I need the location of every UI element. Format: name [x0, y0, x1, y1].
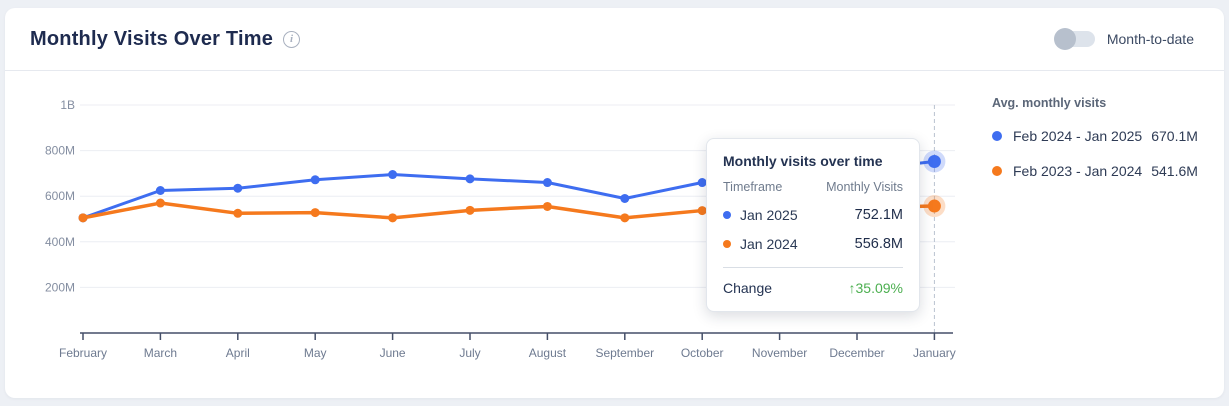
tooltip-change-value: ↑35.09% [848, 280, 903, 296]
x-axis-tick-label: October [681, 346, 724, 360]
data-point[interactable] [310, 208, 320, 218]
legend-item-current-period[interactable]: Feb 2024 - Jan 2025 670.1M [992, 128, 1220, 144]
data-point[interactable] [388, 170, 398, 180]
x-axis-tick-label: July [459, 346, 480, 360]
tooltip-divider [723, 267, 903, 268]
data-point[interactable] [155, 186, 165, 195]
month-to-date-toggle[interactable] [1053, 28, 1095, 50]
x-axis-tick-label: May [304, 346, 327, 360]
orange-series-dot-icon [992, 166, 1002, 176]
tooltip-row-jan-2025: Jan 2025 752.1M [723, 207, 903, 223]
x-axis-tick-label: March [144, 346, 177, 360]
title-group: Monthly Visits Over Time i [30, 27, 301, 51]
visits-line-chart[interactable]: 1B 800M 600M 400M 200M February March April May J… [5, 88, 980, 368]
y-axis-tick-label: 200M [45, 280, 75, 294]
tooltip-row-jan-2024: Jan 2024 556.8M [723, 236, 903, 252]
monthly-visits-card: Monthly Visits Over Time i Month-to-date… [5, 8, 1224, 398]
legend-item-previous-period[interactable]: Feb 2023 - Jan 2024 541.6M [992, 163, 1220, 179]
legend-value: 670.1M [1151, 128, 1198, 144]
tooltip-column-headers: Timeframe Monthly Visits [723, 180, 903, 194]
y-axis-tick-label: 400M [45, 235, 75, 249]
data-point[interactable] [388, 213, 398, 223]
blue-series-dot-icon [992, 131, 1002, 141]
legend-label: Feb 2024 - Jan 2025 [1013, 128, 1143, 144]
x-axis-tick-label: November [752, 346, 807, 360]
orange-series-dot-icon [723, 240, 731, 248]
data-point[interactable] [542, 201, 552, 211]
legend-title: Avg. monthly visits [992, 96, 1107, 110]
y-axis-tick-label: 600M [45, 189, 75, 203]
tooltip-title: Monthly visits over time [723, 153, 883, 169]
month-to-date-label: Month-to-date [1106, 31, 1194, 47]
x-axis-tick-label: February [59, 346, 107, 360]
data-point[interactable] [465, 205, 475, 215]
data-point[interactable] [697, 206, 707, 216]
data-point[interactable] [233, 183, 243, 193]
data-point[interactable] [465, 174, 475, 184]
card-title: Monthly Visits Over Time [30, 27, 274, 50]
data-point[interactable] [155, 198, 165, 208]
legend-value: 541.6M [1151, 163, 1198, 179]
tooltip-row-left: Jan 2024 [723, 236, 798, 252]
legend-label: Feb 2023 - Jan 2024 [1013, 163, 1143, 179]
tooltip-row-label: Jan 2025 [740, 207, 798, 223]
y-axis-tick-label: 800M [45, 144, 75, 158]
legend: Avg. monthly visits Feb 2024 - Jan 2025 … [992, 96, 1220, 198]
tooltip-change-label: Change [723, 280, 773, 296]
toggle-knob[interactable] [1053, 28, 1076, 50]
tooltip-row-value: 752.1M [854, 207, 903, 223]
x-axis-tick-label: December [829, 346, 884, 360]
x-axis-tick-label: September [595, 346, 654, 360]
tooltip-change-row: Change ↑35.09% [723, 280, 903, 296]
x-axis-tick-label: April [226, 346, 250, 360]
blue-series-dot-icon [723, 211, 731, 219]
data-point[interactable] [927, 155, 941, 169]
data-point[interactable] [233, 208, 243, 218]
card-header: Monthly Visits Over Time i Month-to-date [5, 8, 1224, 71]
chart-tooltip: Monthly visits over time Timeframe Month… [706, 138, 920, 312]
x-axis-tick-label: June [380, 346, 406, 360]
data-point[interactable] [620, 193, 630, 203]
x-axis-tick-label: August [529, 346, 567, 360]
y-axis-tick-label: 1B [60, 98, 75, 112]
data-point[interactable] [927, 199, 941, 213]
data-point[interactable] [620, 213, 630, 223]
tooltip-col-timeframe: Timeframe [723, 180, 783, 194]
tooltip-row-left: Jan 2025 [723, 207, 798, 223]
tooltip-row-label: Jan 2024 [740, 236, 798, 252]
x-axis-tick-label: January [913, 346, 956, 360]
info-icon[interactable]: i [283, 30, 301, 48]
data-point[interactable] [542, 178, 552, 188]
data-point[interactable] [697, 178, 707, 188]
data-point[interactable] [310, 175, 320, 185]
data-point[interactable] [78, 213, 88, 223]
tooltip-col-visits: Monthly Visits [826, 180, 903, 194]
month-to-date-toggle-group: Month-to-date [1053, 28, 1194, 50]
tooltip-row-value: 556.8M [854, 236, 903, 252]
